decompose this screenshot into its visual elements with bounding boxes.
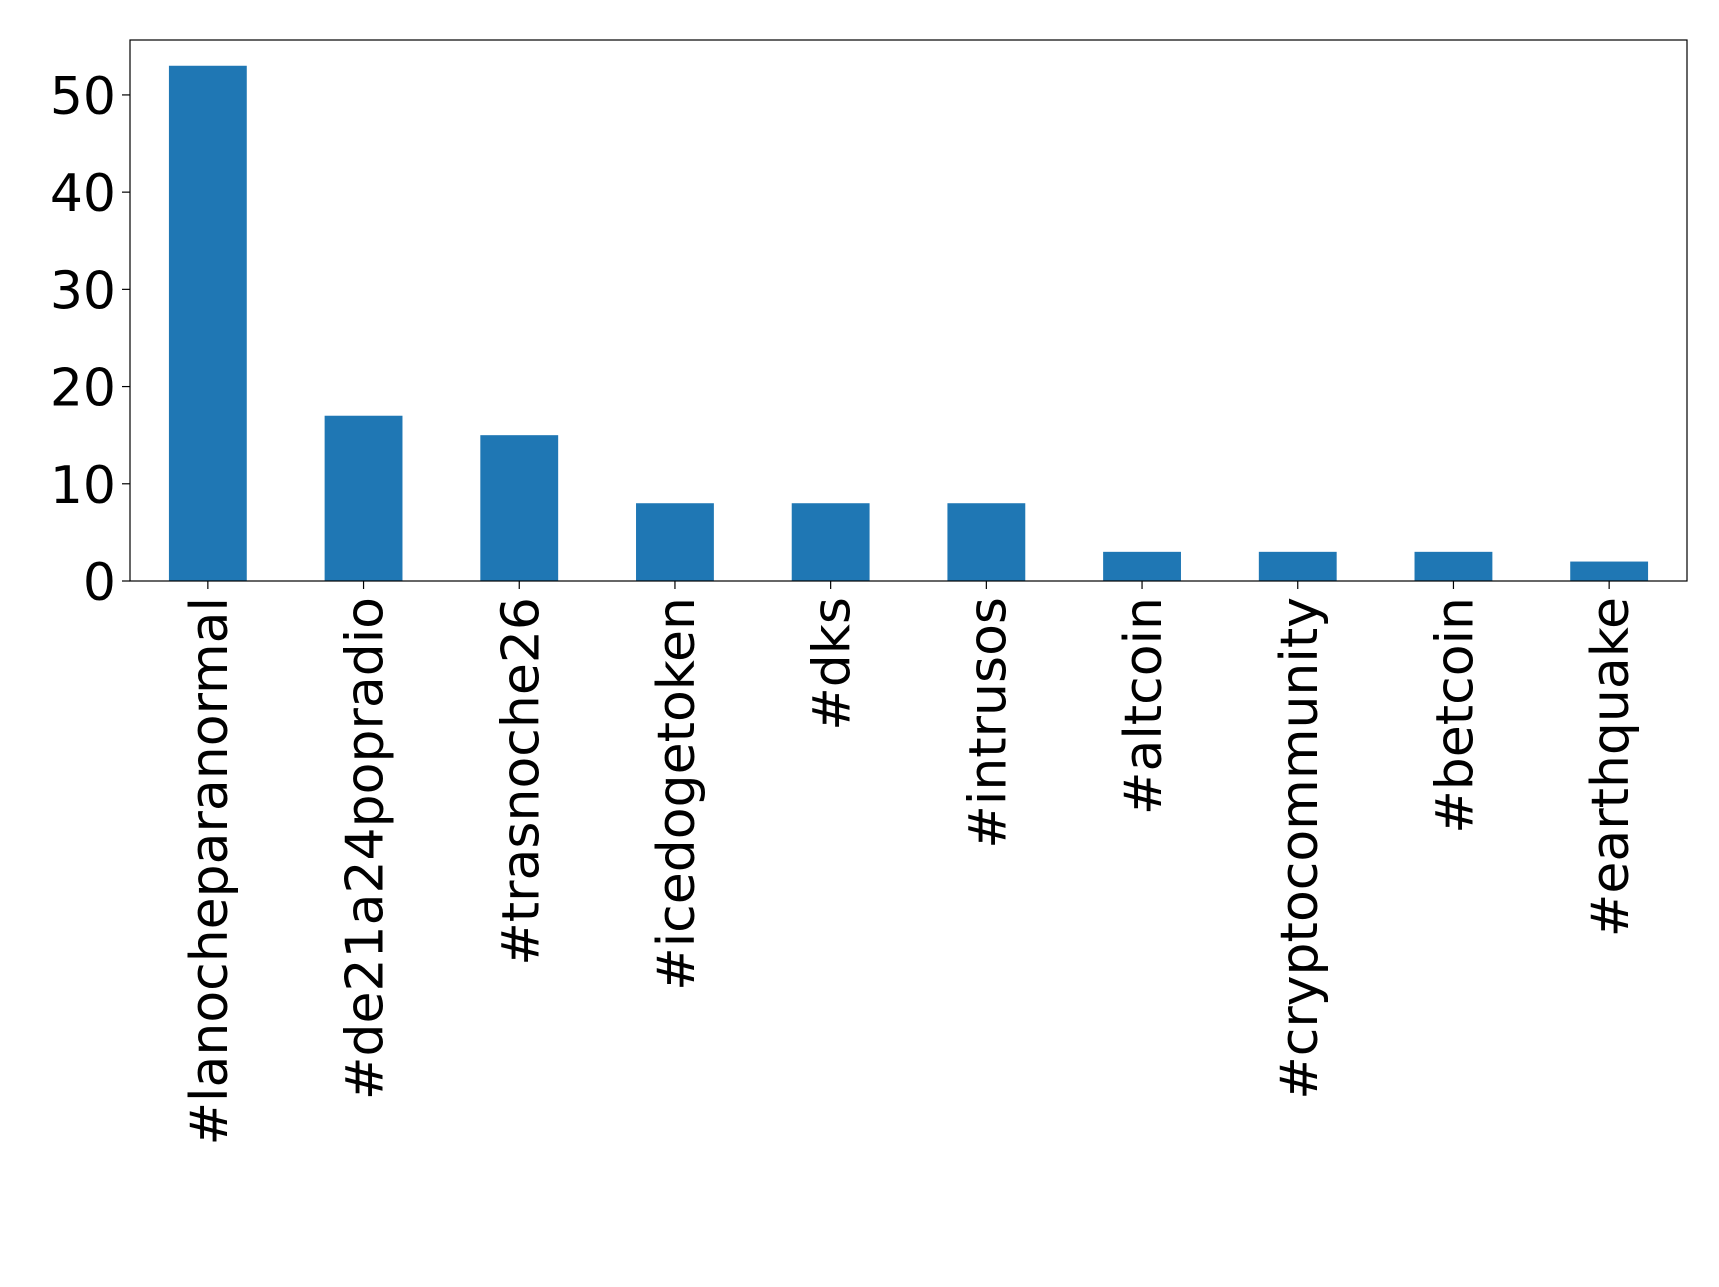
y-tick-label: 50	[50, 67, 116, 127]
x-tick-label: #betcoin	[1425, 597, 1485, 834]
bar	[1570, 561, 1649, 581]
bar	[1414, 551, 1493, 581]
bar	[324, 415, 403, 581]
bar	[1258, 551, 1337, 581]
y-tick-label: 10	[50, 456, 116, 516]
y-tick-label: 0	[83, 553, 116, 613]
y-tick-label: 30	[50, 261, 116, 321]
x-tick-label: #altcoin	[1114, 597, 1174, 815]
bar	[791, 503, 870, 581]
bar	[1103, 551, 1181, 581]
bar	[168, 65, 247, 581]
y-tick-label: 40	[50, 164, 116, 224]
bar	[480, 435, 559, 581]
bar	[636, 503, 714, 581]
x-tick-label: #lanocheparanormal	[180, 597, 240, 1146]
x-tick-label: #de21a24popradio	[336, 597, 396, 1100]
y-tick-label: 20	[50, 359, 116, 419]
x-tick-label: #cryptocommunity	[1270, 597, 1330, 1100]
x-tick-label: #intrusos	[958, 597, 1018, 849]
x-tick-label: #icedogetoken	[647, 597, 707, 991]
x-tick-label: #earthquake	[1581, 597, 1641, 937]
x-tick-label: #dks	[803, 597, 863, 731]
bar	[947, 503, 1026, 581]
plot-frame	[129, 39, 1688, 582]
x-tick-label: #trasnoche26	[491, 597, 551, 966]
